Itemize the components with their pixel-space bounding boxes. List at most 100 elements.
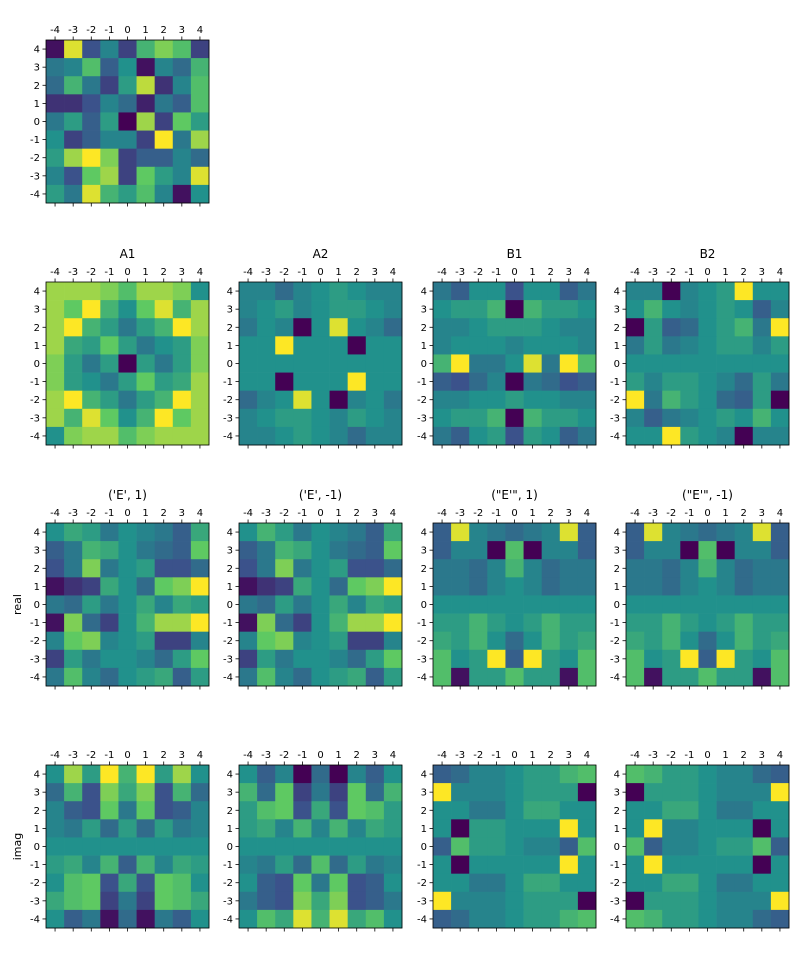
heatmap-cell [523,801,543,820]
heatmap-cell [347,390,367,410]
y-tick-label: 2 [614,564,620,575]
heatmap-cell [136,631,156,651]
heatmap-cell [293,300,312,319]
heatmap-cell [716,282,736,301]
y-tick-label: -2 [417,636,427,647]
heatmap-cell [644,819,663,838]
heatmap-cell [100,855,119,875]
x-tick-label: -3 [68,750,78,761]
heatmap-cell [190,595,210,614]
heatmap-cell [626,318,645,337]
y-tick-label: 1 [227,341,233,352]
y-tick-label: 1 [227,582,233,593]
heatmap-cell [734,649,754,669]
heatmap-cell [172,649,192,669]
heatmap-cell [626,354,645,373]
heatmap-cell [469,372,488,392]
y-tick-label: 2 [421,806,427,817]
heatmap-cell [662,318,681,337]
x-tick-label: 3 [566,508,572,519]
heatmap-cell [505,390,524,410]
heatmap-cell [64,649,83,669]
heatmap-cell [469,559,488,578]
heatmap-cell [154,408,174,428]
heatmap-cell [257,891,276,911]
heatmap-cell [770,541,790,560]
x-tick-label: -1 [297,750,307,761]
heatmap-cell [752,408,772,428]
heatmap-cell [541,667,561,687]
x-tick-label: -1 [684,750,694,761]
y-tick-label: 1 [34,582,40,593]
heatmap-cell [136,613,156,633]
y-tick-label: 4 [34,770,40,781]
heatmap-cell [541,613,561,633]
heatmap-cell [487,282,506,301]
y-tick-label: -3 [223,413,233,424]
heatmap-cell [680,390,699,410]
heatmap-cell [505,336,524,355]
heatmap-cell [662,354,681,373]
heatmap-cell [190,282,210,301]
heatmap-cell [451,837,470,856]
heatmap-cell [716,631,736,651]
heatmap-cell [680,873,699,893]
heatmap-cell [239,667,258,687]
heatmap-cell [100,667,119,687]
heatmap-cell [559,372,579,392]
heatmap-cell [680,631,699,651]
heatmap-cell [154,819,174,838]
heatmap-cell [433,523,452,542]
heatmap-cell [487,372,506,392]
heatmap-cell [626,336,645,355]
heatmap-cell [82,354,101,373]
heatmap-cell [541,577,561,596]
heatmap-cell [523,300,543,319]
heatmap-cell [64,783,83,802]
heatmap-cell [46,855,65,875]
heatmap-cell [172,855,192,875]
heatmap-cell [190,559,210,578]
heatmap-cell [46,336,65,355]
heatmap-cell [523,408,543,428]
y-tick-label: 3 [34,305,40,316]
heatmap-cell [365,855,385,875]
heatmap-cell [257,559,276,578]
heatmap-cell [100,541,119,560]
x-tick-label: 2 [548,267,554,278]
heatmap-cell [329,595,349,614]
heatmap-cell [433,819,452,838]
heatmap-cell [275,336,294,355]
x-tick-label: 0 [511,750,517,761]
heatmap-cell [469,909,488,929]
y-tick-label: 4 [227,287,233,298]
heatmap-cell [154,891,174,911]
heatmap-cell [172,354,192,373]
heatmap-cell [559,613,579,633]
heatmap-cell [559,595,579,614]
heatmap-cell [82,837,101,856]
panel-b2: -4 -3 -2 -1 0 1 2 3 4 4 3 2 1 0 -1 -2 -3 -4 B2 [610,247,790,449]
heatmap-cell [662,819,681,838]
heatmap-cell [365,577,385,596]
heatmap-cell [541,765,561,784]
heatmap-cell [487,523,506,542]
heatmap-cell [451,873,470,893]
heatmap-cell [523,649,543,669]
heatmap-cell [577,631,597,651]
heatmap-cell [541,559,561,578]
heatmap-cell [347,783,367,802]
heatmap-cell [275,390,294,410]
heatmap-cell [734,855,754,875]
heatmap-cell [469,523,488,542]
heatmap-cell [559,855,579,875]
heatmap-cell [698,649,717,669]
heatmap-cell [451,426,470,446]
x-tick-label: -2 [473,267,483,278]
heatmap-cell [505,667,524,687]
y-tick-label: 1 [421,341,427,352]
heatmap-cell [154,76,174,95]
heatmap-cell [433,390,452,410]
heatmap-cell [275,595,294,614]
heatmap-cell [752,909,772,929]
